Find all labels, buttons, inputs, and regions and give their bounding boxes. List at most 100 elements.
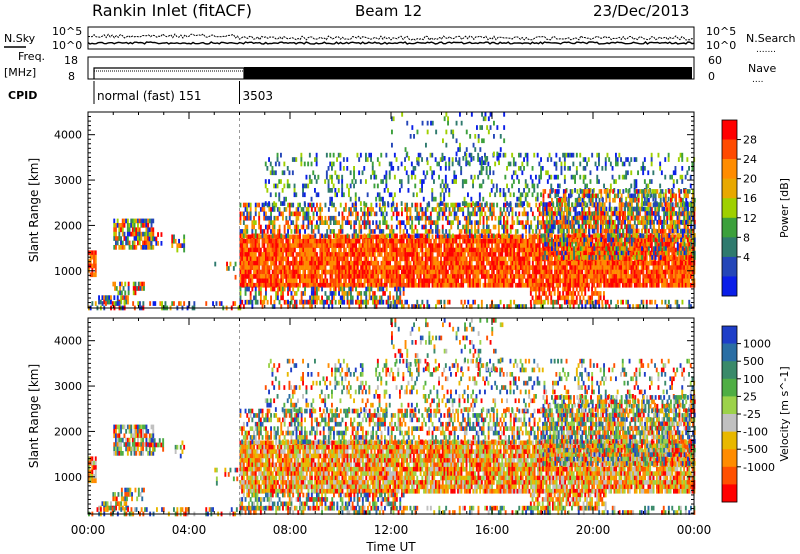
heatmap-cell [669,278,672,284]
heatmap-cell [246,247,249,253]
heatmap-cell [382,291,385,296]
heatmap-cell [463,252,466,257]
heatmap-cell [491,282,493,288]
heatmap-cell [392,166,395,171]
heatmap-cell [368,252,371,257]
heatmap-cell [688,278,691,284]
heatmap-cell [406,229,408,234]
heatmap-cell [338,265,340,270]
heatmap-cell [470,265,473,270]
heatmap-cell [179,243,182,248]
heatmap-cell [263,215,266,221]
heatmap-cell [671,274,674,279]
heatmap-cell [242,252,245,257]
heatmap-cell [625,269,628,275]
heatmap-cell [312,291,315,296]
heatmap-cell [111,301,114,306]
heatmap-cell [372,220,374,225]
heatmap-cell [525,269,527,275]
heatmap-cell [324,243,327,248]
heatmap-cell [497,282,500,288]
heatmap-cell [346,291,349,296]
heatmap-cell [242,247,245,253]
heatmap-cell [431,152,434,158]
heatmap-cell [684,265,687,270]
heatmap-cell [586,247,589,253]
heatmap-cell [302,256,305,262]
heatmap-cell [259,260,262,266]
heatmap-cell [310,274,313,279]
heatmap-cell [363,247,366,253]
heatmap-cell [559,260,561,266]
heatmap-cell [348,291,351,296]
heatmap-cell [299,211,301,217]
heatmap-cell [467,247,470,253]
heatmap-cell [411,269,414,275]
heatmap-cell [582,211,585,217]
heatmap-cell [307,224,310,230]
heatmap-cell [486,282,488,288]
heatmap-cell [385,152,388,158]
heatmap-cell [463,238,466,244]
heatmap-cell [542,274,544,279]
heatmap-cell [479,202,482,208]
heatmap-cell [324,202,327,208]
heatmap-cell [435,274,437,279]
count-tick-bottom-left: 10^0 [52,39,82,52]
heatmap-cell [444,188,447,193]
heatmap-cell [523,238,526,244]
heatmap-cell [436,274,439,279]
heatmap-cell [482,247,485,253]
heatmap-cell [244,207,247,212]
heatmap-cell [598,247,601,253]
heatmap-cell [271,207,274,212]
heatmap-cell [324,256,327,262]
heatmap-cell [424,269,427,275]
heatmap-cell [338,211,340,217]
heatmap-cell [355,220,357,225]
heatmap-cell [244,238,247,244]
heatmap-cell [489,260,492,266]
heatmap-cell [266,215,269,221]
heatmap-cell [307,247,310,253]
heatmap-cell [355,269,357,275]
heatmap-cell [491,260,493,266]
heatmap-cell [280,238,283,244]
heatmap-cell [278,256,281,262]
heatmap-cell [361,252,364,257]
heatmap-cell [133,240,136,246]
heatmap-cell [458,161,461,167]
heatmap-cell [433,220,436,225]
heatmap-cell [599,282,602,288]
heatmap-cell [126,227,129,233]
heatmap-cell [317,207,320,212]
heatmap-cell [486,256,488,262]
heatmap-cell [390,192,393,198]
heatmap-cell [401,211,403,217]
heatmap-cell [478,196,481,202]
heatmap-cell [470,211,473,217]
heatmap-cell [310,269,313,275]
heatmap-cell [271,274,274,279]
heatmap-cell [319,202,322,208]
heatmap-cell [378,269,381,275]
heatmap-cell [402,247,405,253]
heatmap-cell [506,278,509,284]
heatmap-cell [254,274,257,279]
heatmap-cell [462,274,465,279]
heatmap-cell [312,211,315,217]
heatmap-cell [469,282,471,288]
heatmap-cell [377,243,380,248]
heatmap-cell [426,278,429,284]
heatmap-cell [485,166,488,171]
heatmap-cell [576,260,578,266]
heatmap-cell [448,265,451,270]
heatmap-cell [637,278,640,284]
heatmap-cell [433,238,436,244]
heatmap-cell [678,274,680,279]
heatmap-cell [441,179,444,184]
heatmap-cell [572,233,575,239]
heatmap-cell [494,224,497,230]
heatmap-cell [299,252,301,257]
heatmap-cell [450,265,453,270]
